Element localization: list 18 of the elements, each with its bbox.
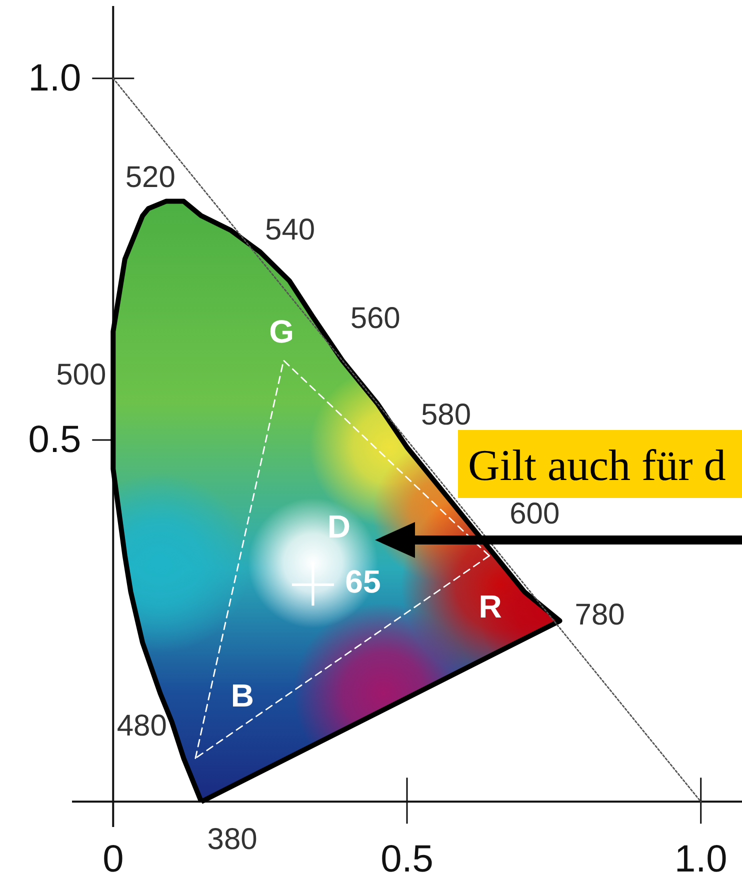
annotation: Gilt auch für d bbox=[468, 441, 726, 490]
annotation: 540 bbox=[265, 213, 316, 246]
annotation: R bbox=[478, 588, 502, 625]
annotation: B bbox=[230, 677, 254, 714]
x-tick-label: 0 bbox=[102, 838, 124, 880]
annotation: 520 bbox=[125, 161, 176, 194]
x-tick-label: 1.0 bbox=[674, 838, 728, 880]
annotation: 780 bbox=[574, 598, 625, 632]
annotation: D bbox=[327, 508, 351, 545]
annotation: 560 bbox=[350, 302, 400, 335]
annotation: 500 bbox=[56, 358, 106, 392]
annotation: 600 bbox=[510, 497, 560, 530]
annotation: 580 bbox=[420, 398, 472, 432]
annotation: G bbox=[269, 313, 294, 350]
annotation: 65 bbox=[345, 564, 381, 600]
annotation: 480 bbox=[116, 710, 167, 743]
annotation: 380 bbox=[207, 823, 258, 856]
x-tick-label: 0.5 bbox=[380, 838, 434, 880]
